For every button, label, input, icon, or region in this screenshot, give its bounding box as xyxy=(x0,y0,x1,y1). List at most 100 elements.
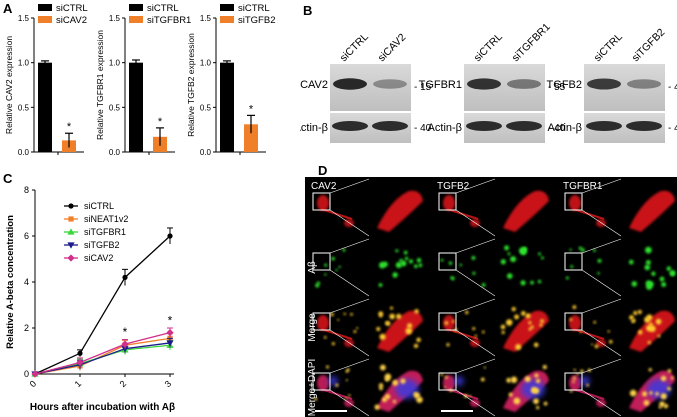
y-tick-label: 1.0 xyxy=(109,59,121,68)
column-label: TGFB2 xyxy=(437,181,470,192)
y-tick-label: 0.5 xyxy=(200,103,212,112)
lane-label: siCTRL xyxy=(592,31,625,64)
data-point xyxy=(167,233,173,239)
line-chart: C 0 2 4 6 8 0 1 2 3 Relative A-beta concentration H… xyxy=(3,171,175,413)
zoom-box xyxy=(564,312,583,331)
legend-label: siNEAT1v2 xyxy=(84,214,128,224)
zoom-box xyxy=(564,252,583,271)
bar-charts: A 0.0 0.5 1.0 1.5 Relative CAV2 expression * si… xyxy=(3,1,275,157)
y-tick-label: 1.5 xyxy=(18,14,30,23)
lane-label: siCTRL xyxy=(472,31,505,64)
data-point xyxy=(67,228,75,235)
micrograph-r0-c2 xyxy=(433,178,496,237)
band xyxy=(626,121,662,131)
bar-chart-2: 0.0 0.5 1.0 1.5 Relative TGFBR1 expression * s… xyxy=(95,3,191,157)
data-point xyxy=(166,329,174,337)
zoom-box xyxy=(564,372,583,391)
micrograph-r2-c5 xyxy=(621,299,677,356)
zoom-box xyxy=(564,192,583,211)
column-label: CAV2 xyxy=(311,181,337,192)
zoom-box xyxy=(312,252,331,271)
legend-swatch xyxy=(220,16,234,23)
x-axis-label: Hours after incubation with Aβ xyxy=(30,402,175,413)
significance-mark: * xyxy=(158,116,163,128)
y-tick-label: 1.5 xyxy=(109,14,121,23)
lane-label: siCTRL xyxy=(338,31,371,64)
significance-mark: * xyxy=(67,121,72,133)
data-point xyxy=(68,203,74,209)
bar-siTGFB2 xyxy=(244,124,258,152)
significance-mark: * xyxy=(249,103,254,115)
mw-marker: - 40 xyxy=(668,82,677,93)
panel-d-microscopy: CAV2 TGFB2 TGFBR1 Aβ Merge Merge+DAPI xyxy=(305,177,677,417)
legend-swatch xyxy=(38,16,52,23)
significance-mark: * xyxy=(168,314,173,328)
series-line xyxy=(34,331,171,375)
target-label: CAV2 xyxy=(300,79,328,91)
micrograph-r1-c2 xyxy=(433,238,496,297)
micrograph-r3-c5 xyxy=(621,359,677,416)
y-axis-label: Relative CAV2 expression xyxy=(4,36,14,134)
legend-label: siTGFB2 xyxy=(238,15,275,26)
bar-siCTRL xyxy=(129,62,143,152)
data-point xyxy=(122,274,128,280)
row-label: Aβ xyxy=(307,261,318,274)
mw-marker: - 40 xyxy=(414,123,432,134)
mw-marker: - 55 xyxy=(548,82,566,93)
legend-label: siTGFBR1 xyxy=(147,15,191,26)
y-tick-label: 8 xyxy=(24,185,29,195)
band xyxy=(466,121,502,131)
band xyxy=(373,79,407,89)
panel-a-label: A xyxy=(3,1,13,16)
zoom-box xyxy=(438,372,457,391)
legend-swatch xyxy=(129,16,143,23)
legend-label: siTGFBR1 xyxy=(84,227,126,237)
y-axis-label: Relative TGFB2 expression xyxy=(186,33,196,137)
band xyxy=(587,78,621,90)
legend-swatch xyxy=(38,4,52,11)
y-axis-label: Relative A-beta concentration xyxy=(5,215,16,349)
actin-label: Actin-β xyxy=(428,122,462,134)
legend-label: siCTRL xyxy=(56,3,88,14)
y-tick-label: 1.0 xyxy=(200,59,212,68)
legend-label: siCAV2 xyxy=(56,15,87,26)
y-tick-label: 2 xyxy=(24,323,29,333)
micrograph-r0-c4 xyxy=(559,178,622,237)
micrograph-r2-c1 xyxy=(369,299,429,356)
micrograph-r3-c1 xyxy=(369,359,429,416)
data-point xyxy=(121,346,129,353)
micrograph-r0-c0 xyxy=(307,178,370,237)
mw-marker: - 40 xyxy=(668,123,677,134)
target-label: TGFB2 xyxy=(547,79,582,91)
series-siNEAT1v2: siNEAT1v2 xyxy=(32,214,173,377)
band xyxy=(333,78,367,90)
y-tick-label: 0.5 xyxy=(109,103,121,112)
micrograph-r2-c4 xyxy=(559,298,622,357)
band xyxy=(506,121,542,131)
y-axis-label: Relative TGFBR1 expression xyxy=(95,30,105,140)
y-tick-label: 1.5 xyxy=(200,14,212,23)
micrograph-r1-c1 xyxy=(369,239,429,296)
micrograph-r2-c3 xyxy=(495,299,555,356)
bar-chart-1: 0.0 0.5 1.0 1.5 Relative CAV2 expression * siC… xyxy=(4,3,88,157)
x-tick-label: 3 xyxy=(163,379,174,390)
blot-TGFBR1: siCTRL siTGFBR1 TGFBR1 Actin-β - 55 - 40 xyxy=(419,21,566,143)
panel-a: A 0.0 0.5 1.0 1.5 Relative CAV2 expression * si… xyxy=(0,0,300,170)
row-label: Merge+DAPI xyxy=(307,359,318,417)
micrograph-r2-c0 xyxy=(307,298,370,357)
legend-label: siCTRL xyxy=(147,3,179,14)
panel-b: BsiCTRLsiCAV2CAV2Actin-β- 15- 40siCTRLsi… xyxy=(300,0,677,175)
y-tick-label: 1.0 xyxy=(18,59,30,68)
micrograph-r1-c0 xyxy=(307,238,370,297)
x-tick-label: 1 xyxy=(73,379,84,390)
y-tick-label: 0 xyxy=(24,369,29,379)
y-tick-label: 0.0 xyxy=(109,148,121,157)
panel-d-label: D xyxy=(318,163,328,178)
lane-label: siTGFB2 xyxy=(630,26,668,64)
micrograph-r0-c3 xyxy=(495,179,555,236)
band xyxy=(507,79,541,89)
mw-marker: - 15 xyxy=(414,82,432,93)
column-label: TGFBR1 xyxy=(563,181,603,192)
zoom-box xyxy=(312,372,331,391)
